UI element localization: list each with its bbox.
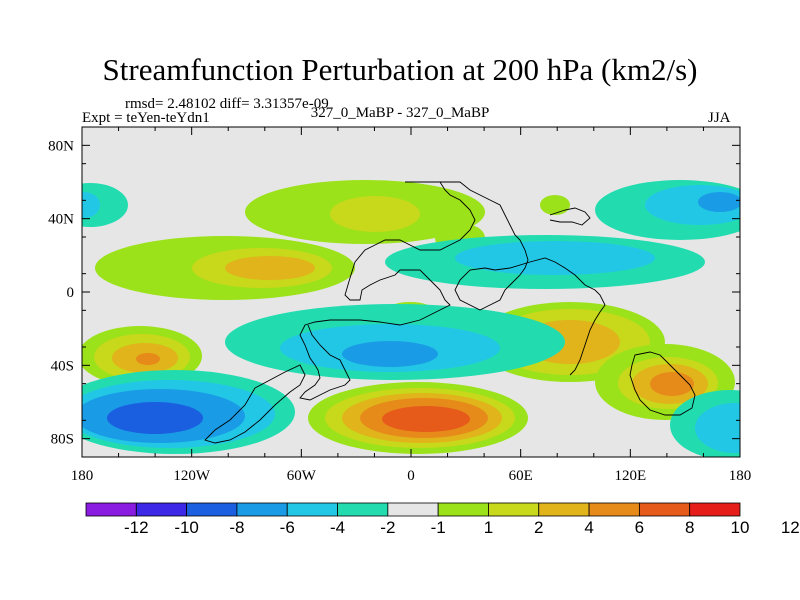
x-tick-label: 60E xyxy=(509,468,533,484)
y-tick-label: 80S xyxy=(51,432,74,448)
colorbar-label: -2 xyxy=(380,518,395,537)
colorbar-swatch xyxy=(638,502,691,517)
contour-pos-so-5 xyxy=(382,406,470,432)
colorbar-label: 10 xyxy=(731,518,750,537)
colorbar-swatch xyxy=(588,502,640,517)
coastline-south-america-tip xyxy=(204,364,306,444)
coastline-africa-eurasia xyxy=(440,181,606,376)
colorbar-label: -10 xyxy=(174,518,199,537)
contour-neg-se-2 xyxy=(695,403,740,453)
chart-title: Streamfunction Perturbation at 200 hPa (… xyxy=(102,52,698,87)
y-tick-label: 80N xyxy=(48,138,74,154)
colorbar-label: -12 xyxy=(124,518,149,537)
colorbar-label: 8 xyxy=(685,518,694,537)
comparison-label: 327_0_MaBP - 327_0_MaBP xyxy=(310,105,490,121)
colorbar-swatch xyxy=(689,502,741,517)
colorbar-label: 1 xyxy=(484,518,493,537)
colorbar-swatch xyxy=(437,502,489,517)
colorbar-label: 4 xyxy=(584,518,593,537)
colorbar-label: 6 xyxy=(635,518,644,537)
coastline-east-asia xyxy=(549,207,591,226)
y-tick-label: 40N xyxy=(48,212,74,228)
axes-layer: 180 120W 60W 0 60E 120E 180 80N 40N 0 40S 80S xyxy=(48,126,752,484)
contour-neg-ne-2 xyxy=(82,192,100,218)
contour-neg-as-2 xyxy=(455,241,655,275)
contour-pos-eq-3 xyxy=(540,195,570,215)
colorbar-label: -4 xyxy=(330,518,345,537)
colorbar-swatch xyxy=(337,502,389,517)
x-tick-label: 0 xyxy=(407,468,415,484)
colorbar-label: -6 xyxy=(280,518,295,537)
x-tick-label: 120W xyxy=(173,468,211,484)
colorbar-swatch xyxy=(186,502,238,517)
contour-neg-so-4 xyxy=(107,402,203,434)
x-tick-label: 60W xyxy=(287,468,317,484)
y-tick-label: 40S xyxy=(51,358,74,374)
colorbar-label: 12 xyxy=(781,518,800,537)
x-tick-label: 180 xyxy=(729,468,752,484)
experiment-label: Expt = teYen-teYdn1 xyxy=(82,110,210,126)
x-tick-label: 120E xyxy=(614,468,646,484)
contour-pos-na-2 xyxy=(330,196,420,232)
colorbar-swatch xyxy=(85,502,137,517)
colorbar-swatch xyxy=(135,502,188,517)
colorbar-label: -1 xyxy=(431,518,446,537)
stats-text: rmsd= 2.48102 diff= 3.31357e-09 xyxy=(125,96,329,112)
x-tick-label: 180 xyxy=(71,468,94,484)
colorbar-swatch xyxy=(488,502,540,517)
colorbar-swatch xyxy=(236,502,288,517)
colorbar-label: 2 xyxy=(534,518,543,537)
coastline-australia xyxy=(629,351,696,416)
colorbar-swatch xyxy=(538,502,590,517)
colorbar: -12 -10 -8 -6 -4 -2 -1 1 2 4 6 8 10 12 xyxy=(85,502,800,537)
contour-field xyxy=(82,180,740,457)
colorbar-label: -8 xyxy=(229,518,244,537)
season-label: JJA xyxy=(708,110,731,126)
contour-neg-ne-1 xyxy=(82,183,128,227)
contour-pos-sp-4 xyxy=(136,353,160,365)
contour-neg-sa-3 xyxy=(342,341,438,367)
y-tick-label: 0 xyxy=(67,285,75,301)
colorbar-swatch xyxy=(286,502,338,517)
contour-pos-np-3 xyxy=(225,256,315,280)
coastline-americas xyxy=(299,181,476,401)
contour-neg-nw-3 xyxy=(698,192,740,212)
contour-pos-sw-4 xyxy=(650,372,694,396)
colorbar-swatch xyxy=(387,502,439,517)
